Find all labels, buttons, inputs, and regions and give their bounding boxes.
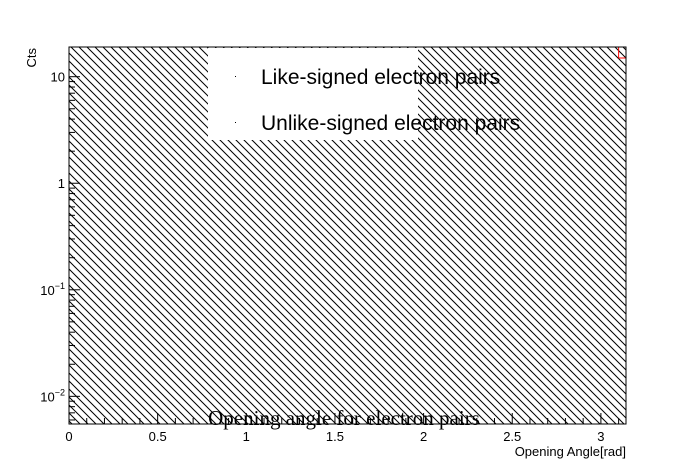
x-tick-label: 1.5	[326, 429, 344, 444]
y-tick-label: 10−1	[40, 281, 65, 298]
x-tick-label: 3	[597, 429, 604, 444]
plot-area	[68, 46, 627, 425]
y-axis: 10−2 10−1 1 10	[40, 70, 80, 421]
x-tick-label: 0	[65, 429, 72, 444]
x-axis: 0 0.5 1 1.5 2 2.5 3	[65, 413, 620, 444]
legend-box	[208, 48, 418, 140]
legend-entry: Unlike-signed electron pairs	[261, 112, 520, 135]
y-tick-label: 1	[58, 176, 65, 191]
legend-marker	[235, 122, 236, 123]
x-tick-label: 2	[420, 429, 427, 444]
legend-entry: Like-signed electron pairs	[261, 66, 500, 89]
x-axis-label: Opening Angle[rad]	[515, 444, 626, 459]
y-tick-label: 10−2	[40, 387, 65, 404]
y-axis-label: Cts	[24, 48, 39, 68]
y-tick-label: 10	[51, 70, 65, 85]
x-tick-label: 2.5	[503, 429, 521, 444]
x-tick-label: 0.5	[149, 429, 167, 444]
x-tick-label: 1	[243, 429, 250, 444]
legend-marker	[235, 76, 236, 77]
chart-title: Opening angle for electron pairs	[208, 406, 480, 430]
legend: Like-signed electron pairs Unlike-signed …	[208, 48, 520, 140]
plot-frame	[68, 46, 627, 425]
